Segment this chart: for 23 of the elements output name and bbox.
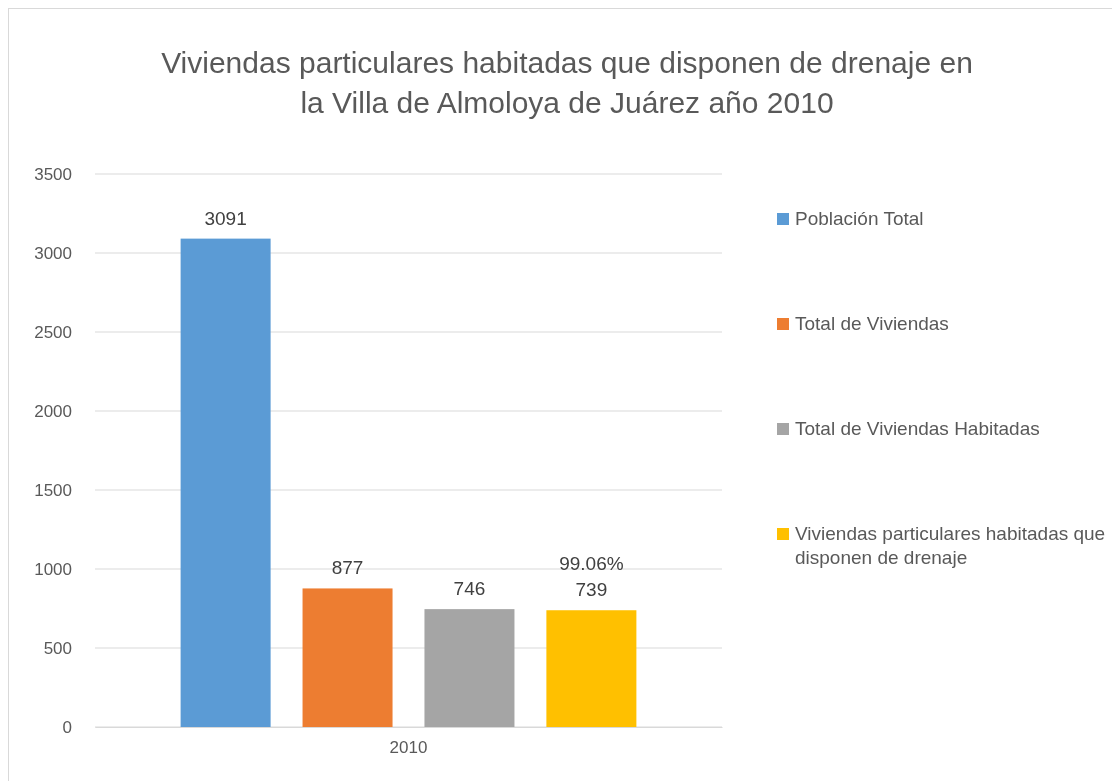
y-tick-label: 2500 [34, 322, 72, 342]
y-tick-label: 0 [62, 717, 72, 737]
bar [180, 238, 271, 727]
legend-label: Población Total [795, 208, 924, 229]
y-tick-label: 500 [43, 638, 72, 658]
data-label: 739 [575, 579, 608, 601]
y-tick-label: 1500 [34, 480, 72, 500]
chart-title: Viviendas particulares habitadas que disponen de drenaje en la Villa de Almoloya de Juárez año 2010 [161, 46, 973, 119]
bar [302, 588, 393, 727]
data-label: 746 [453, 578, 486, 600]
legend-label: Total de Viviendas Habitadas [795, 418, 1040, 439]
legend-label: Viviendas particulares habitadas que disponen de drenaje [795, 523, 1106, 568]
data-label: 3091 [204, 207, 247, 229]
y-tick-label: 1000 [34, 559, 72, 579]
annotation: 99.06% [559, 553, 624, 575]
legend-label: Total de Viviendas [795, 313, 949, 334]
y-tick-label: 2000 [34, 401, 72, 421]
data-label: 877 [331, 557, 364, 579]
y-tick-label: 3500 [34, 164, 72, 184]
y-tick-label: 3000 [34, 243, 72, 263]
bar [546, 610, 637, 727]
bar [424, 609, 515, 727]
x-tick-label: 2010 [389, 738, 428, 758]
